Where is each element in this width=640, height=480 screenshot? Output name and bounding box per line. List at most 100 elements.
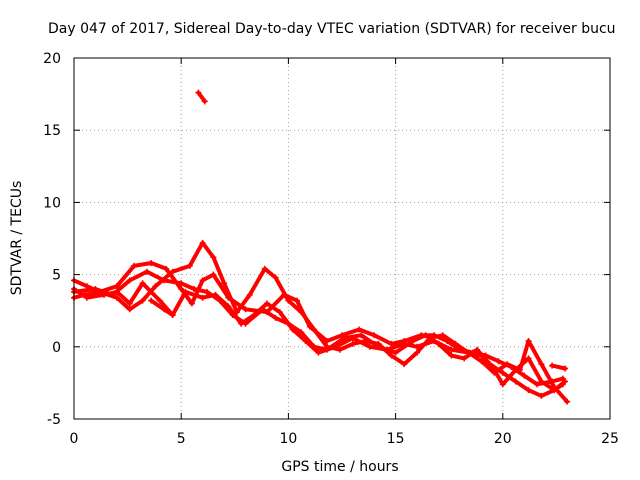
x-axis-label: GPS time / hours	[281, 459, 398, 475]
data-point	[131, 262, 138, 269]
data-point	[414, 349, 421, 356]
ticks: 0 5 10 15 20 25 -5 0 5 10 15 20	[43, 51, 619, 447]
data-point	[83, 294, 90, 301]
data-point	[491, 369, 498, 376]
data-point	[298, 329, 305, 336]
data-point	[298, 309, 305, 316]
data-point	[336, 346, 343, 353]
data-point	[272, 314, 279, 321]
data-point	[422, 332, 429, 339]
data-point	[276, 309, 283, 316]
data-point	[148, 297, 155, 304]
data-point	[169, 312, 176, 319]
data-point	[349, 340, 356, 347]
data-point	[551, 387, 558, 394]
data-point	[261, 265, 268, 272]
data-point	[186, 262, 193, 269]
data-point	[139, 280, 146, 287]
data-point	[113, 283, 120, 290]
data-point	[169, 268, 176, 275]
data-point	[375, 343, 382, 350]
data-point	[452, 340, 459, 347]
data-point	[414, 343, 421, 350]
y-tick-label: 5	[52, 268, 61, 284]
data-point	[201, 98, 208, 105]
data-point	[448, 352, 455, 359]
data-point	[178, 286, 185, 293]
data-point	[188, 300, 195, 307]
data-point	[356, 326, 363, 333]
data-point	[311, 343, 318, 350]
data-point	[525, 355, 532, 362]
data-point	[285, 320, 292, 327]
plot-frame	[73, 57, 611, 420]
data-point	[195, 89, 202, 96]
data-point	[486, 361, 493, 368]
data-point	[161, 277, 168, 284]
data-point	[259, 306, 266, 313]
data-point	[92, 286, 99, 293]
data-point	[109, 291, 116, 298]
data-point	[143, 268, 150, 275]
y-tick-label: 20	[43, 51, 61, 67]
data-point	[371, 332, 378, 339]
data-point	[178, 280, 185, 287]
data-point	[191, 286, 198, 293]
data-point	[311, 326, 318, 333]
data-point	[113, 294, 120, 301]
data-point	[448, 346, 455, 353]
data-point	[525, 338, 532, 345]
data-point	[474, 346, 481, 353]
plot-area	[71, 89, 571, 405]
y-tick-label: 10	[43, 195, 61, 211]
data-point	[229, 312, 236, 319]
data-point	[263, 300, 270, 307]
x-tick-label: 15	[387, 431, 405, 447]
data-point	[435, 340, 442, 347]
data-point	[388, 352, 395, 359]
data-point	[401, 361, 408, 368]
data-point	[538, 361, 545, 368]
data-point	[409, 338, 416, 345]
y-axis-label: SDTVAR / TECUs	[9, 181, 25, 296]
data-point	[478, 358, 485, 365]
data-point	[126, 300, 133, 307]
data-point	[148, 260, 155, 267]
data-point	[293, 297, 300, 304]
data-point	[341, 335, 348, 342]
data-point	[499, 381, 506, 388]
x-tick-label: 25	[601, 431, 619, 447]
data-point	[285, 297, 292, 304]
y-tick-label: 0	[52, 340, 61, 356]
data-point	[126, 277, 133, 284]
data-point	[538, 378, 545, 385]
data-point	[216, 297, 223, 304]
data-point	[210, 271, 217, 278]
data-point	[242, 320, 249, 327]
data-point	[534, 381, 541, 388]
data-point	[126, 306, 133, 313]
data-point	[199, 294, 206, 301]
x-tick-label: 10	[279, 431, 297, 447]
series-track-3	[72, 281, 570, 404]
data-point	[152, 283, 159, 290]
data-point	[366, 343, 373, 350]
x-tick-label: 20	[494, 431, 512, 447]
data-point	[161, 306, 168, 313]
data-point	[559, 381, 566, 388]
data-point	[439, 332, 446, 339]
data-point	[203, 288, 210, 295]
data-point	[242, 306, 249, 313]
x-tick-label: 5	[177, 431, 186, 447]
x-tick-label: 0	[70, 431, 79, 447]
data-point	[392, 349, 399, 356]
data-point	[315, 349, 322, 356]
data-point	[210, 254, 217, 261]
data-point	[538, 392, 545, 399]
data-point	[199, 239, 206, 246]
y-tick-label: -5	[47, 412, 61, 428]
data-point	[139, 297, 146, 304]
data-point	[525, 387, 532, 394]
data-point	[323, 346, 330, 353]
